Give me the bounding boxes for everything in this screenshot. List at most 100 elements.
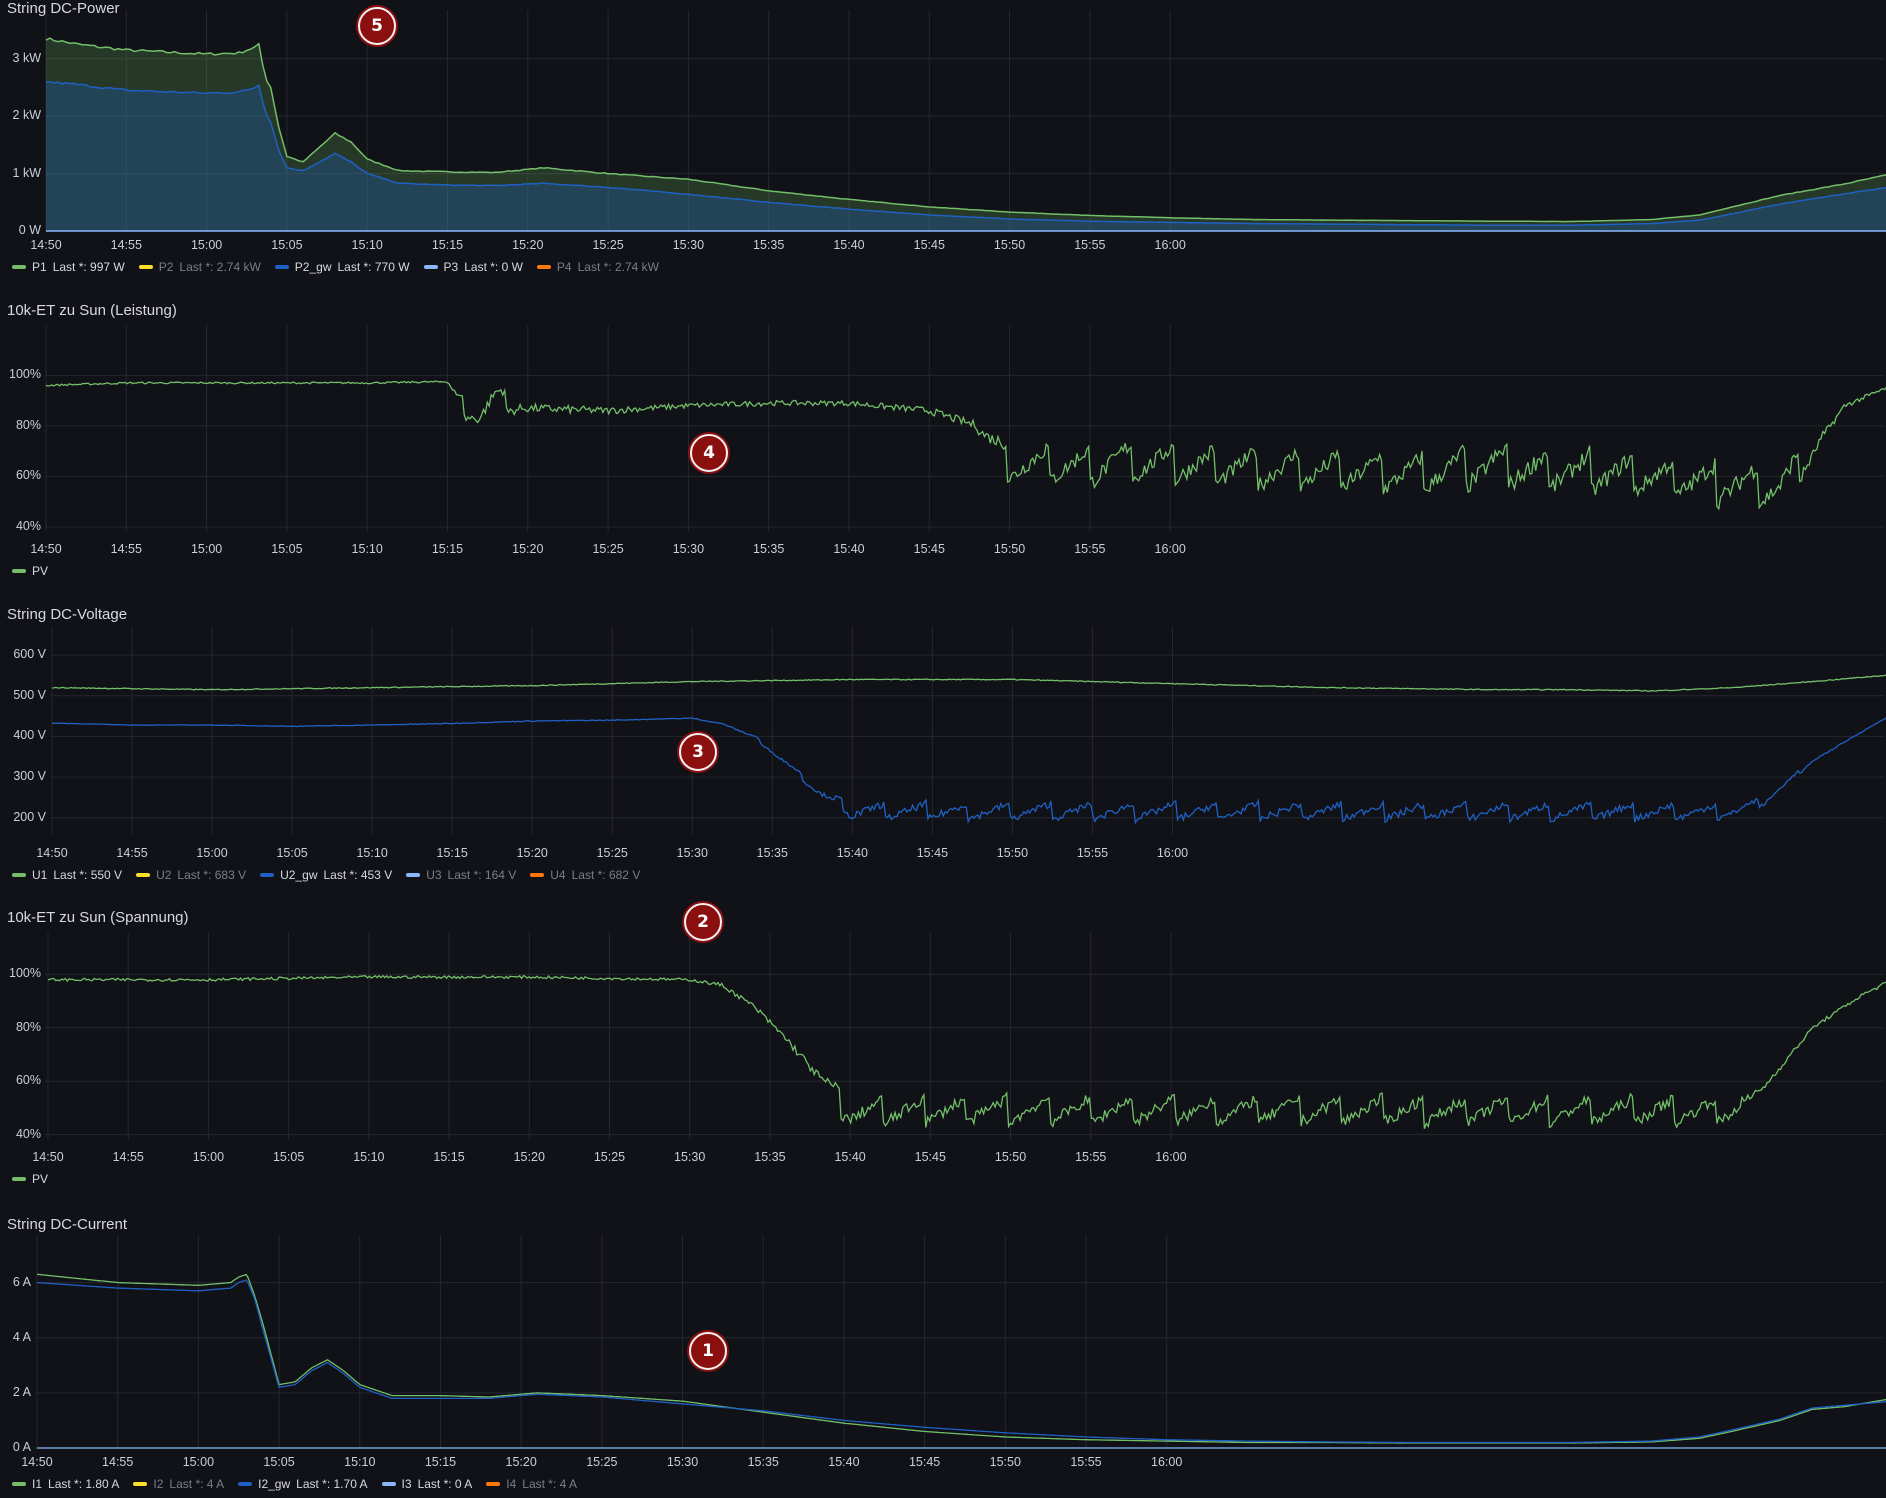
- legend-last-value: Last *: 1.80 A: [48, 1477, 120, 1491]
- legend-name: P1: [32, 260, 47, 274]
- y-tick-label: 2 kW: [12, 108, 41, 123]
- legend-name: PV: [32, 1172, 49, 1186]
- legend-name: P3: [443, 260, 459, 274]
- legend: PV: [12, 1172, 48, 1186]
- x-tick-label: 15:40: [834, 1150, 866, 1164]
- legend-item[interactable]: PV: [12, 564, 48, 578]
- y-tick-label: 400 V: [13, 728, 46, 743]
- x-tick-label: 14:55: [110, 238, 142, 252]
- y-tick-label: 3 kW: [12, 50, 41, 65]
- legend-swatch: [138, 265, 153, 269]
- legend-name: U3: [426, 868, 442, 882]
- legend-last-value: Last *: 683 V: [177, 868, 247, 882]
- legend-item[interactable]: P4 Last *: 2.74 kW: [536, 260, 659, 274]
- annotation-marker-2: 2: [684, 903, 722, 941]
- annotation-marker-5: 5: [358, 7, 396, 45]
- y-tick-label: 200 V: [13, 809, 46, 824]
- legend: P1 Last *: 997 W P2 Last *: 2.74 kW P2_gw Las…: [12, 260, 659, 274]
- x-tick-label: 15:45: [913, 542, 945, 556]
- legend-item[interactable]: U2 Last *: 683 V: [136, 868, 246, 882]
- y-tick-label: 1 kW: [12, 165, 41, 180]
- legend-last-value: Last *: 0 A: [417, 1477, 473, 1491]
- legend-name: I2: [153, 1477, 164, 1491]
- x-tick-label: 15:55: [1074, 542, 1106, 556]
- x-tick-label: 15:25: [586, 1455, 618, 1469]
- legend-item[interactable]: P3 Last *: 0 W: [423, 260, 523, 274]
- x-tick-label: 16:00: [1155, 1150, 1187, 1164]
- legend-swatch: [406, 873, 421, 877]
- legend-swatch: [238, 1482, 253, 1486]
- panel-title: String DC-Power: [7, 0, 120, 17]
- legend-name: P2: [158, 260, 174, 274]
- legend-last-value: Last *: 550 V: [53, 868, 123, 882]
- legend-swatch: [274, 265, 289, 269]
- legend-swatch: [12, 265, 26, 269]
- y-tick-label: 300 V: [13, 769, 46, 784]
- x-tick-label: 14:50: [21, 1455, 53, 1469]
- legend-swatch: [530, 873, 545, 877]
- legend-item[interactable]: I3 Last *: 0 A: [381, 1477, 473, 1491]
- legend-swatch: [12, 873, 26, 877]
- x-tick-label: 15:20: [505, 1455, 537, 1469]
- x-tick-label: 15:05: [271, 238, 303, 252]
- y-tick-label: 0 A: [12, 1440, 31, 1454]
- legend-name: U2: [156, 868, 172, 882]
- x-tick-label: 15:30: [672, 542, 705, 556]
- legend-last-value: Last *: 770 W: [337, 260, 410, 274]
- y-tick-label: 60%: [15, 1073, 41, 1088]
- y-tick-label: 500 V: [13, 687, 46, 702]
- legend-last-value: Last *: 164 V: [447, 868, 517, 882]
- x-tick-label: 15:30: [676, 846, 708, 860]
- x-tick-label: 15:45: [908, 1455, 941, 1469]
- legend-item[interactable]: P2_gw Last *: 770 W: [274, 260, 410, 274]
- annotation-marker-1: 1: [689, 1332, 727, 1370]
- legend-item[interactable]: U3 Last *: 164 V: [406, 868, 516, 882]
- legend-last-value: Last *: 1.70 A: [296, 1477, 368, 1491]
- series-line-I1: [36, 1273, 1886, 1444]
- legend-item[interactable]: PV: [12, 1172, 48, 1186]
- legend-swatch: [12, 1177, 26, 1181]
- x-tick-label: 15:20: [516, 846, 548, 860]
- x-tick-label: 15:25: [593, 1150, 626, 1164]
- x-tick-label: 15:35: [747, 1455, 779, 1469]
- legend-name: U1: [32, 868, 48, 882]
- legend-item[interactable]: U4 Last *: 682 V: [530, 868, 640, 882]
- x-tick-label: 15:20: [512, 238, 544, 252]
- legend-item[interactable]: P2 Last *: 2.74 kW: [138, 260, 261, 274]
- x-tick-label: 15:45: [913, 238, 945, 252]
- legend-item[interactable]: U2_gw Last *: 453 V: [260, 868, 392, 882]
- legend-item[interactable]: P1 Last *: 997 W: [12, 260, 125, 274]
- y-tick-label: 80%: [15, 1019, 41, 1034]
- x-tick-label: 16:00: [1151, 1455, 1183, 1469]
- x-tick-label: 15:25: [592, 238, 624, 252]
- x-tick-label: 15:50: [996, 846, 1029, 860]
- y-tick-label: 0 W: [18, 223, 41, 237]
- x-tick-label: 15:35: [753, 238, 785, 252]
- legend-item[interactable]: I1 Last *: 1.80 A: [12, 1477, 119, 1491]
- x-tick-label: 15:45: [916, 846, 949, 860]
- legend-item[interactable]: I2_gw Last *: 1.70 A: [238, 1477, 368, 1491]
- legend-item[interactable]: I4 Last *: 4 A: [486, 1477, 577, 1491]
- x-tick-label: 15:40: [828, 1455, 860, 1469]
- y-tick-label: 6 A: [12, 1274, 31, 1289]
- x-tick-label: 15:05: [272, 1150, 305, 1164]
- legend: PV: [12, 564, 48, 578]
- x-tick-label: 15:05: [263, 1455, 295, 1469]
- legend-last-value: Last *: 997 W: [52, 260, 125, 274]
- x-tick-label: 14:55: [102, 1455, 134, 1469]
- y-tick-label: 80%: [15, 417, 41, 432]
- series-line-PV: [45, 380, 1886, 511]
- legend-item[interactable]: I2 Last *: 4 A: [133, 1477, 224, 1491]
- legend-item[interactable]: U1 Last *: 550 V: [12, 868, 122, 882]
- panel-title: 10k-ET zu Sun (Spannung): [7, 909, 189, 926]
- legend-last-value: Last *: 682 V: [571, 868, 641, 882]
- legend-swatch: [133, 1482, 148, 1486]
- x-tick-label: 15:00: [196, 846, 228, 860]
- legend-last-value: Last *: 453 V: [323, 868, 393, 882]
- legend: I1 Last *: 1.80 A I2 Last *: 4 A I2_gw Last *…: [12, 1477, 577, 1491]
- x-tick-label: 15:50: [993, 542, 1026, 556]
- series-line-U1: [51, 674, 1886, 692]
